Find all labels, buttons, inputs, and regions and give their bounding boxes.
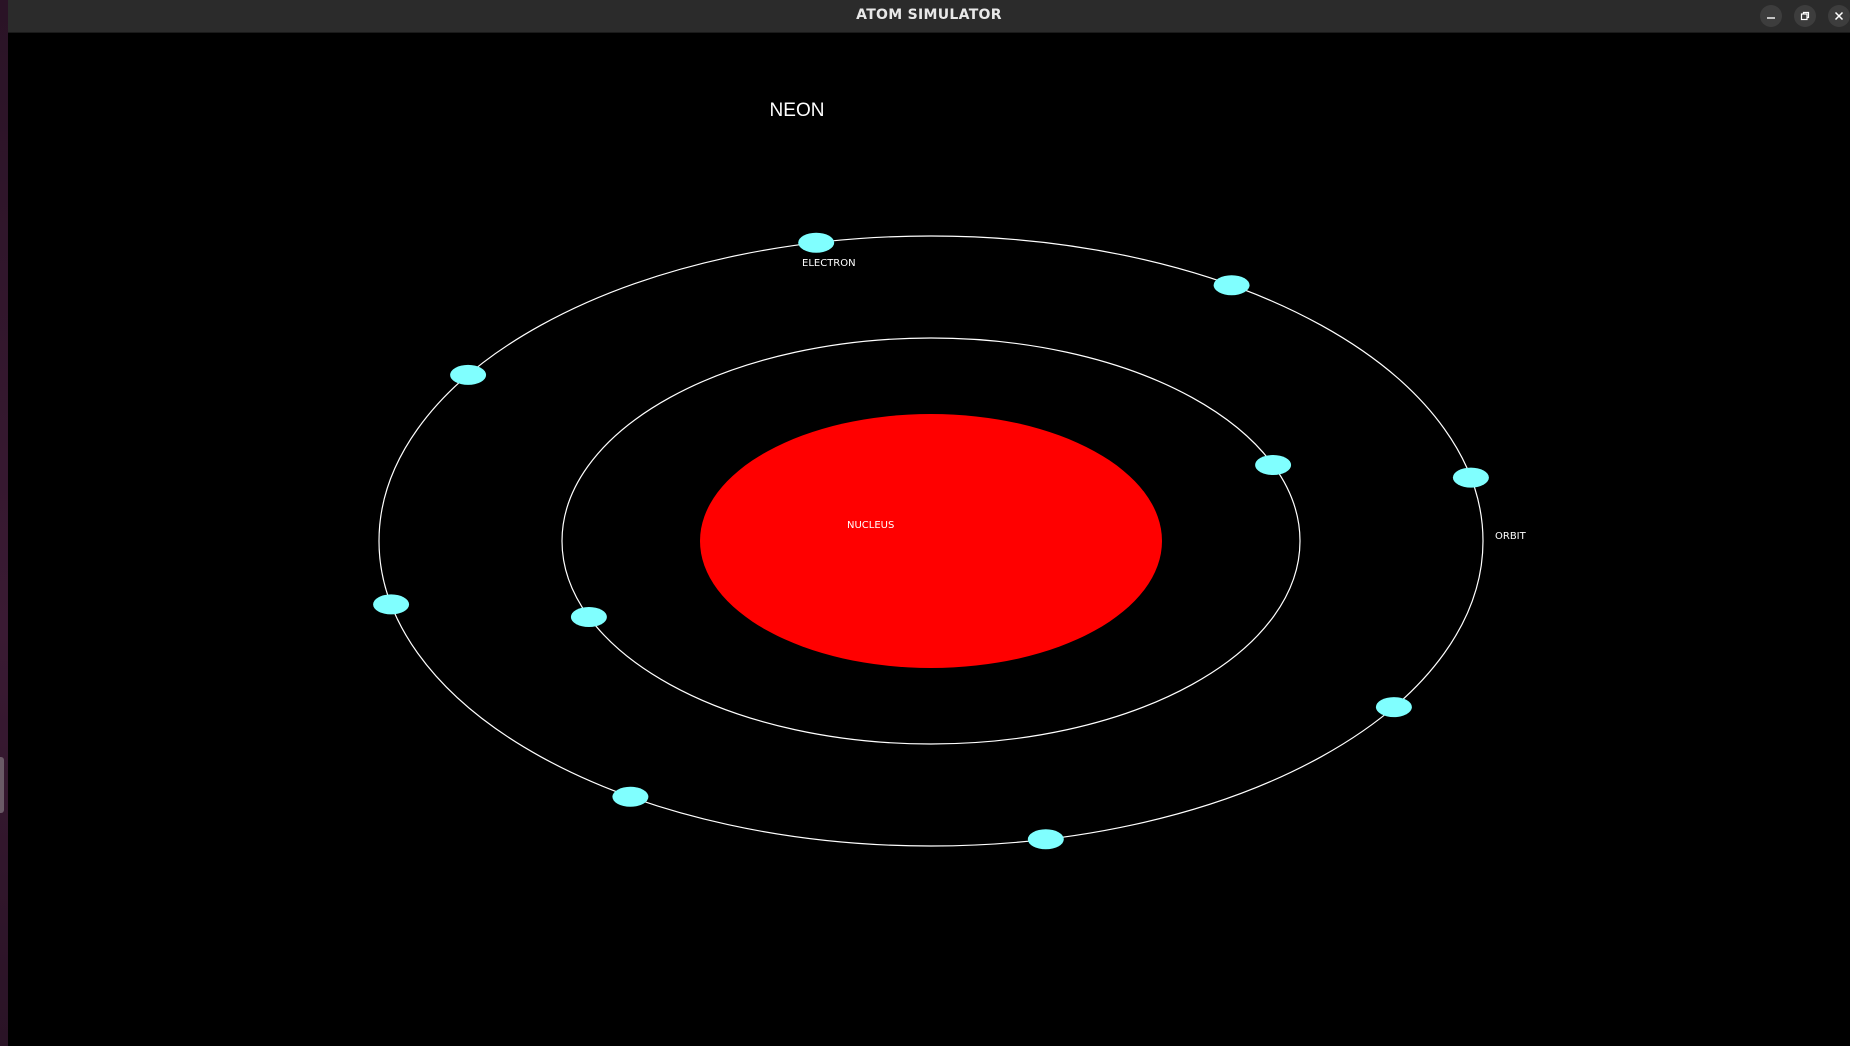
close-button[interactable] [1828, 5, 1850, 27]
electron [1027, 829, 1064, 850]
desktop-background [0, 0, 8, 1046]
electron [450, 364, 487, 385]
electron [1255, 455, 1292, 475]
electron [1375, 697, 1412, 718]
dock-handle[interactable] [0, 757, 4, 813]
outer-orbit [378, 235, 1484, 847]
restore-button[interactable] [1794, 5, 1816, 27]
orbit-label: ORBIT [1495, 531, 1526, 542]
element-name: NEON [769, 100, 825, 121]
electron [798, 232, 835, 253]
simulation-canvas: NEON ELECTRON NUCLEUS ORBIT [8, 33, 1850, 1046]
window-title: ATOM SIMULATOR [856, 7, 1002, 23]
minimize-button[interactable] [1760, 5, 1782, 27]
nucleus [700, 414, 1162, 668]
electron [1452, 467, 1489, 488]
electron [1213, 275, 1250, 296]
electron [612, 786, 649, 807]
app-window: ATOM SIMULATOR NEON ELECTRON [8, 0, 1850, 1046]
electron-label: ELECTRON [802, 258, 856, 269]
atom-diagram [373, 232, 1489, 850]
close-icon [1834, 11, 1844, 21]
electron [570, 607, 607, 627]
inner-orbit [561, 337, 1301, 745]
restore-icon [1800, 11, 1810, 21]
electron [373, 594, 410, 615]
electrons-group [373, 232, 1489, 850]
nucleus-label: NUCLEUS [847, 520, 895, 531]
minimize-icon [1767, 17, 1775, 19]
title-bar[interactable]: ATOM SIMULATOR [8, 0, 1850, 33]
